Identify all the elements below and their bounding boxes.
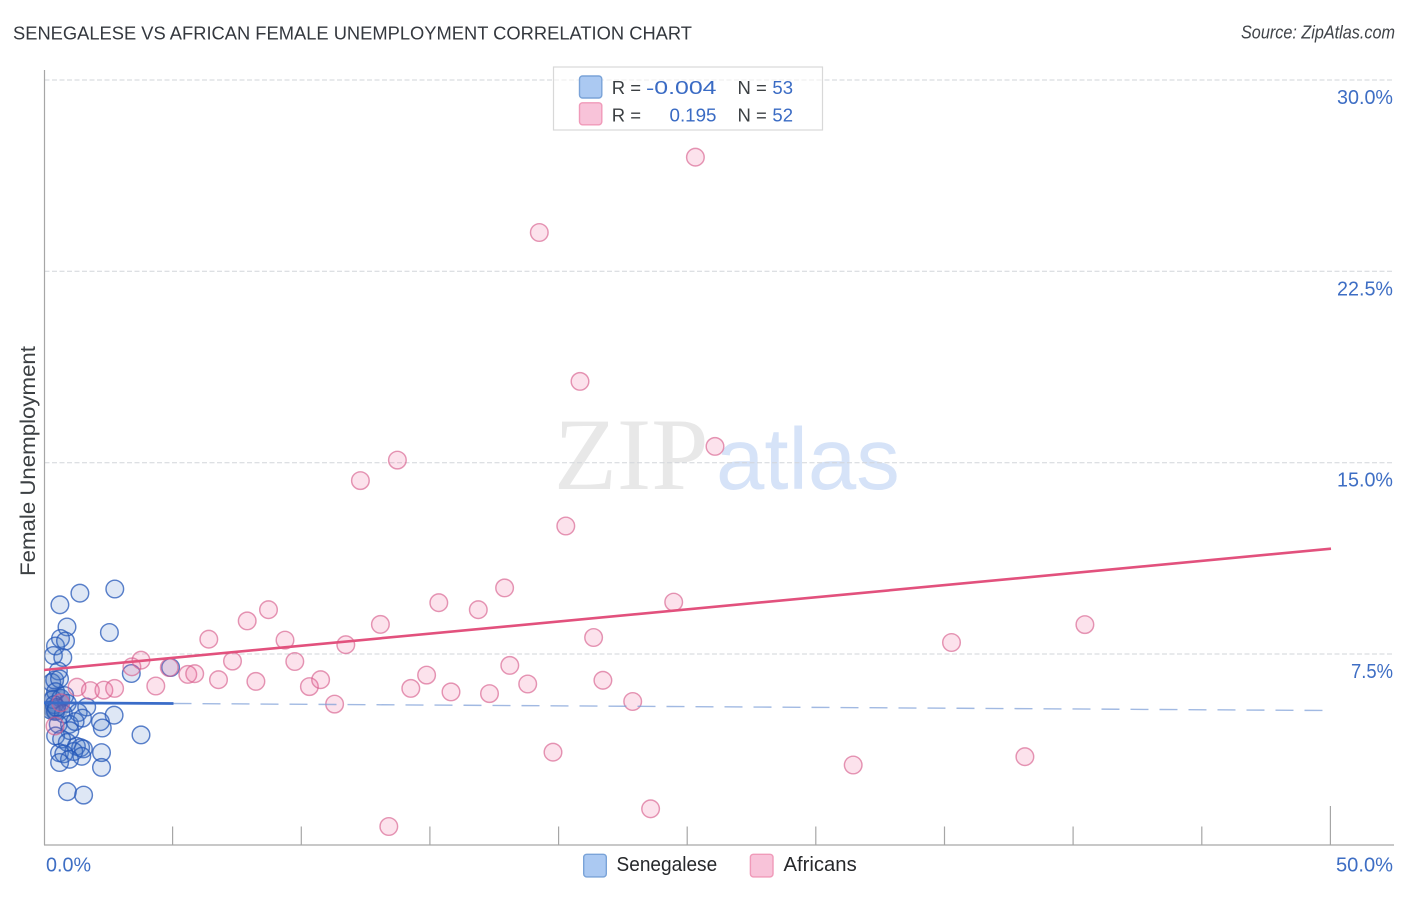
svg-text:SENEGALESE VS AFRICAN FEMALE U: SENEGALESE VS AFRICAN FEMALE UNEMPLOYMEN…: [13, 23, 692, 44]
svg-text:Female Unemployment: Female Unemployment: [17, 346, 40, 576]
svg-text:R =: R =: [612, 105, 641, 126]
svg-text:N =: N =: [738, 105, 767, 126]
svg-text:Senegalese: Senegalese: [617, 854, 718, 876]
svg-text:Africans: Africans: [784, 854, 857, 876]
svg-text:15.0%: 15.0%: [1337, 469, 1393, 492]
svg-text:ZIP: ZIP: [554, 398, 709, 512]
svg-text:7.5%: 7.5%: [1351, 660, 1393, 683]
svg-text:0.195: 0.195: [670, 105, 717, 126]
svg-text:Source: ZipAtlas.com: Source: ZipAtlas.com: [1241, 22, 1395, 43]
svg-text:22.5%: 22.5%: [1337, 277, 1393, 300]
svg-text:50.0%: 50.0%: [1336, 854, 1393, 877]
svg-text:-0.004: -0.004: [646, 77, 717, 98]
svg-text:N =: N =: [738, 77, 767, 98]
svg-text:30.0%: 30.0%: [1337, 86, 1393, 109]
svg-text:0.0%: 0.0%: [46, 854, 91, 877]
svg-text:52: 52: [772, 105, 793, 126]
svg-text:atlas: atlas: [716, 411, 900, 508]
svg-text:R =: R =: [612, 77, 641, 98]
svg-text:53: 53: [772, 77, 793, 98]
